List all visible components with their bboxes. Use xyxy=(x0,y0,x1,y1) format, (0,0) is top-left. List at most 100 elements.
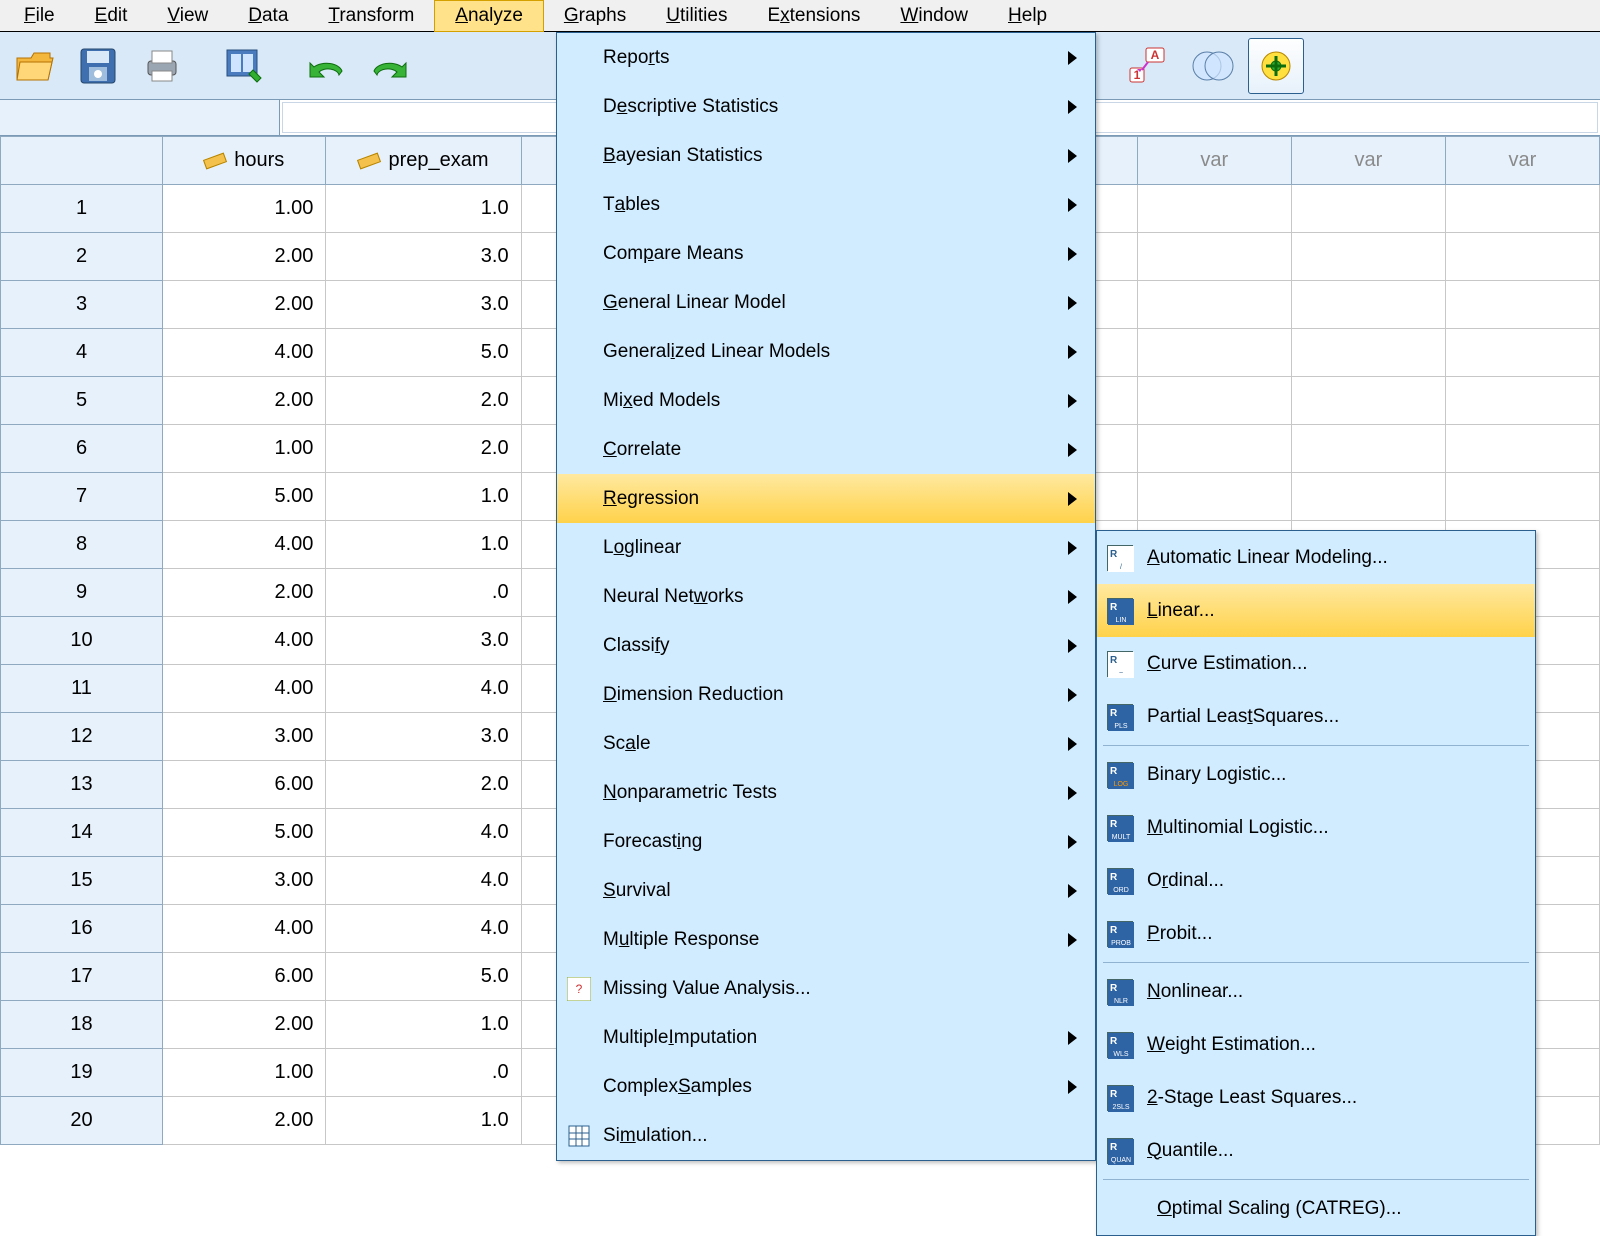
row-header[interactable]: 4 xyxy=(1,329,163,377)
use-sets-button[interactable] xyxy=(1184,38,1240,94)
column-header-var[interactable]: var xyxy=(1137,137,1291,185)
cell[interactable]: 3.0 xyxy=(326,281,521,329)
row-header[interactable]: 3 xyxy=(1,281,163,329)
cell[interactable] xyxy=(1291,473,1445,521)
column-header-var[interactable]: var xyxy=(1291,137,1445,185)
regression-item-2-stage-least-squares---[interactable]: R2SLS2-Stage Least Squares... xyxy=(1097,1071,1535,1124)
cell[interactable]: 4.00 xyxy=(163,905,326,953)
cell[interactable]: 2.00 xyxy=(163,1097,326,1145)
cell[interactable]: 4.00 xyxy=(163,665,326,713)
column-header-prep_exam[interactable]: prep_exam xyxy=(326,137,521,185)
column-header-hours[interactable]: hours xyxy=(163,137,326,185)
cell[interactable]: 5.0 xyxy=(326,953,521,1001)
analyze-item-forecasting[interactable]: Forecasting xyxy=(557,817,1095,866)
cell[interactable] xyxy=(1137,425,1291,473)
cell[interactable]: 2.0 xyxy=(326,377,521,425)
row-header[interactable]: 17 xyxy=(1,953,163,1001)
row-header[interactable]: 10 xyxy=(1,617,163,665)
row-header[interactable]: 7 xyxy=(1,473,163,521)
cell[interactable]: 3.00 xyxy=(163,713,326,761)
cell[interactable] xyxy=(1445,281,1599,329)
regression-item-weight-estimation---[interactable]: RWLSWeight Estimation... xyxy=(1097,1018,1535,1071)
analyze-item-simulation---[interactable]: Simulation... xyxy=(557,1111,1095,1160)
menu-analyze[interactable]: Analyze xyxy=(434,0,544,32)
cell[interactable]: 4.0 xyxy=(326,665,521,713)
cell[interactable] xyxy=(1291,329,1445,377)
cell[interactable]: 3.0 xyxy=(326,713,521,761)
analyze-item-loglinear[interactable]: Loglinear xyxy=(557,523,1095,572)
cell[interactable]: 2.0 xyxy=(326,425,521,473)
cell[interactable]: 5.00 xyxy=(163,809,326,857)
analyze-item-compare-means[interactable]: Compare Means xyxy=(557,229,1095,278)
cell[interactable] xyxy=(1445,425,1599,473)
analyze-item-reports[interactable]: Reports xyxy=(557,33,1095,82)
analyze-item-generalized-linear-models[interactable]: Generalized Linear Models xyxy=(557,327,1095,376)
cell[interactable]: 2.00 xyxy=(163,233,326,281)
cell[interactable]: 1.0 xyxy=(326,521,521,569)
analyze-item-nonparametric-tests[interactable]: Nonparametric Tests xyxy=(557,768,1095,817)
regression-item-multinomial-logistic---[interactable]: RMULTMultinomial Logistic... xyxy=(1097,801,1535,854)
cell[interactable]: .0 xyxy=(326,569,521,617)
cell[interactable]: 4.00 xyxy=(163,521,326,569)
row-header[interactable]: 6 xyxy=(1,425,163,473)
analyze-item-general-linear-model[interactable]: General Linear Model xyxy=(557,278,1095,327)
cell[interactable] xyxy=(1137,281,1291,329)
column-header-var[interactable]: var xyxy=(1445,137,1599,185)
cell[interactable]: 2.0 xyxy=(326,761,521,809)
cell[interactable] xyxy=(1445,233,1599,281)
regression-item-linear---[interactable]: RLINLinear... xyxy=(1097,584,1535,637)
analyze-item-neural-networks[interactable]: Neural Networks xyxy=(557,572,1095,621)
analyze-item-bayesian-statistics[interactable]: Bayesian Statistics xyxy=(557,131,1095,180)
cell[interactable]: 2.00 xyxy=(163,281,326,329)
row-header[interactable]: 13 xyxy=(1,761,163,809)
cell[interactable]: 1.0 xyxy=(326,185,521,233)
cell[interactable] xyxy=(1137,329,1291,377)
menu-data[interactable]: Data xyxy=(228,1,308,31)
regression-item-probit---[interactable]: RPROBProbit... xyxy=(1097,907,1535,960)
row-header[interactable]: 18 xyxy=(1,1001,163,1049)
cell[interactable] xyxy=(1137,185,1291,233)
menu-graphs[interactable]: Graphs xyxy=(544,1,646,31)
cell[interactable] xyxy=(1291,281,1445,329)
analyze-item-missing-value-analysis---[interactable]: ?Missing Value Analysis... xyxy=(557,964,1095,1013)
save-button[interactable] xyxy=(70,38,126,94)
row-header[interactable]: 2 xyxy=(1,233,163,281)
cell[interactable]: 4.00 xyxy=(163,329,326,377)
row-header[interactable]: 20 xyxy=(1,1097,163,1145)
cell[interactable]: 1.0 xyxy=(326,1001,521,1049)
regression-item-nonlinear---[interactable]: RNLRNonlinear... xyxy=(1097,965,1535,1018)
cell[interactable] xyxy=(1445,185,1599,233)
cell[interactable] xyxy=(1445,377,1599,425)
redo-button[interactable] xyxy=(362,38,418,94)
analyze-item-descriptive-statistics[interactable]: Descriptive Statistics xyxy=(557,82,1095,131)
cell[interactable]: 5.00 xyxy=(163,473,326,521)
analyze-item-classify[interactable]: Classify xyxy=(557,621,1095,670)
analyze-item-correlate[interactable]: Correlate xyxy=(557,425,1095,474)
analyze-item-survival[interactable]: Survival xyxy=(557,866,1095,915)
cell[interactable] xyxy=(1445,329,1599,377)
recall-dialog-button[interactable] xyxy=(216,38,272,94)
cell[interactable]: 1.0 xyxy=(326,473,521,521)
open-button[interactable] xyxy=(6,38,62,94)
cell[interactable]: 4.0 xyxy=(326,857,521,905)
row-header[interactable]: 1 xyxy=(1,185,163,233)
value-labels-button[interactable]: A1 xyxy=(1120,38,1176,94)
analyze-item-tables[interactable]: Tables xyxy=(557,180,1095,229)
cell[interactable]: 4.0 xyxy=(326,905,521,953)
cell[interactable]: 1.00 xyxy=(163,425,326,473)
cell[interactable]: 3.0 xyxy=(326,617,521,665)
analyze-item-regression[interactable]: Regression xyxy=(557,474,1095,523)
cell[interactable]: 2.00 xyxy=(163,569,326,617)
cell[interactable] xyxy=(1137,473,1291,521)
print-button[interactable] xyxy=(134,38,190,94)
row-header[interactable]: 5 xyxy=(1,377,163,425)
menu-help[interactable]: Help xyxy=(988,1,1067,31)
cell[interactable]: 6.00 xyxy=(163,761,326,809)
cell[interactable]: 3.00 xyxy=(163,857,326,905)
cell[interactable] xyxy=(1445,473,1599,521)
cell[interactable] xyxy=(1291,377,1445,425)
analyze-item-multiple-response[interactable]: Multiple Response xyxy=(557,915,1095,964)
row-header[interactable]: 9 xyxy=(1,569,163,617)
cell-reference-box[interactable] xyxy=(0,100,280,135)
regression-item-quantile---[interactable]: RQUANQuantile... xyxy=(1097,1124,1535,1177)
